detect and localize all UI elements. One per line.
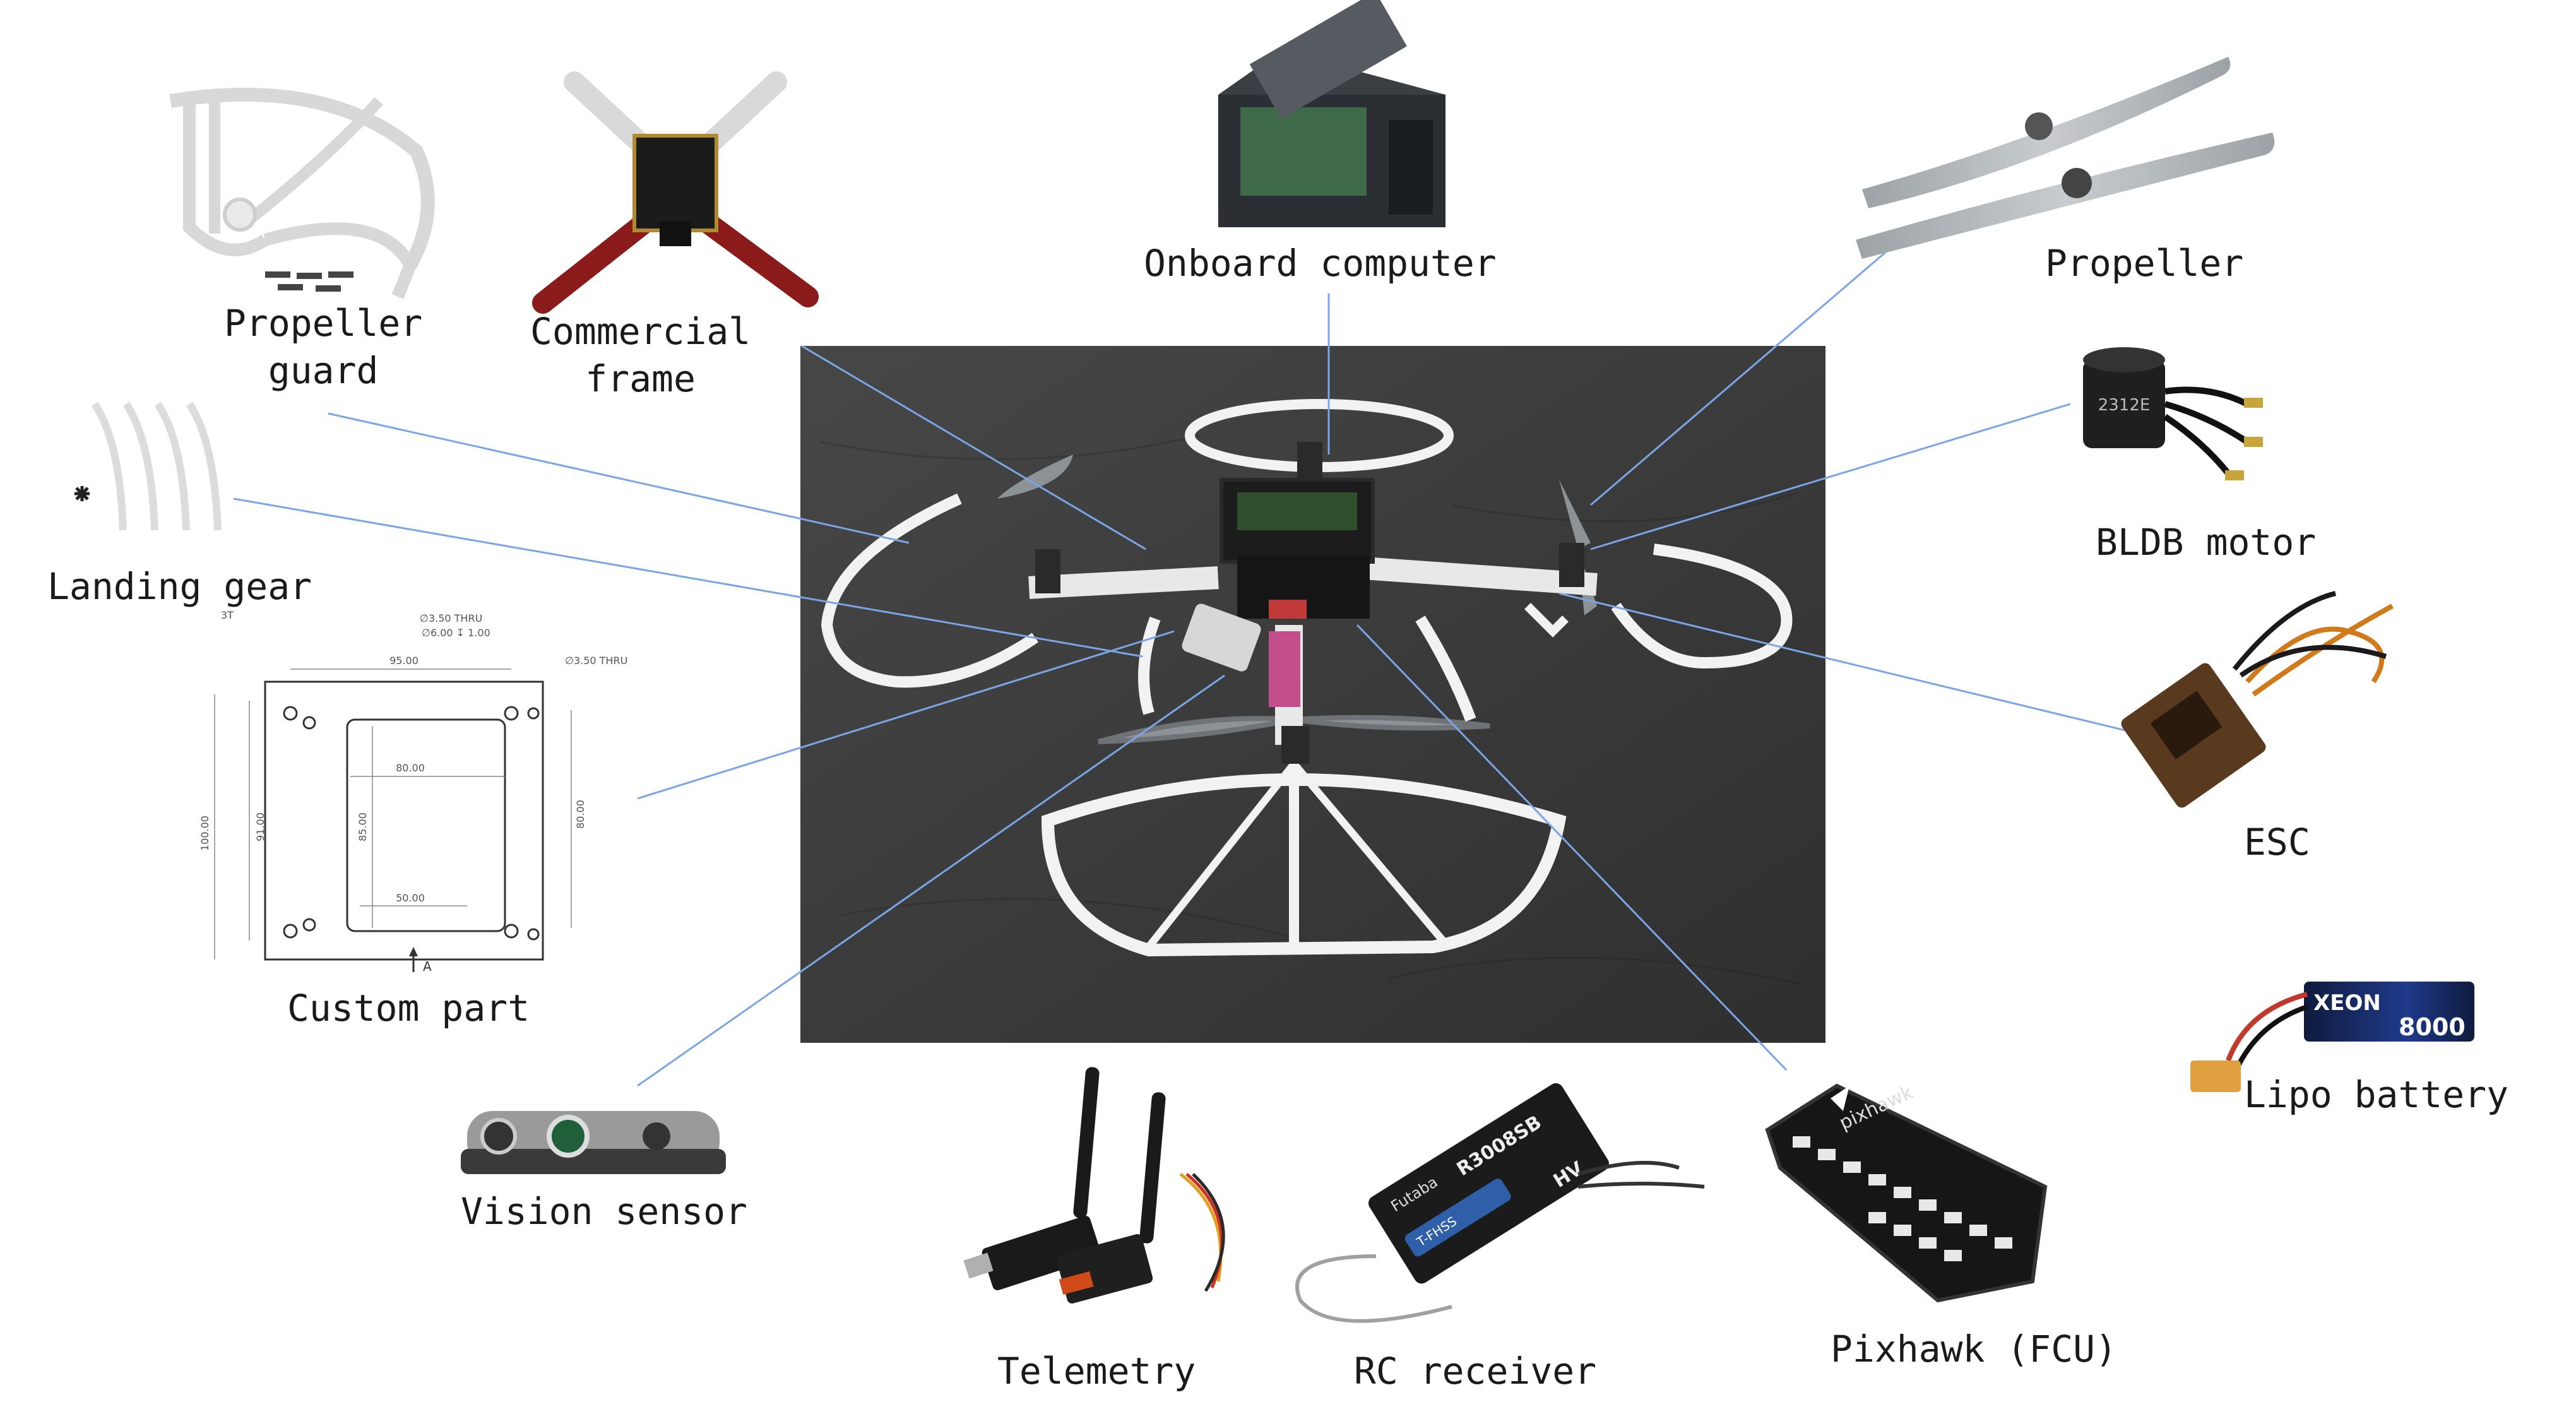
label-vision-sensor: Vision sensor [461,1190,747,1233]
drawing-hole-note-3: ∅3.50 THRU [565,655,627,667]
drawing-title-mark: 3T [221,609,234,621]
drawing-dim-80-top: 80.00 [396,762,425,774]
label-landing-gear: Landing gear [47,565,312,608]
drawing-hole-note-1: ∅3.50 THRU [420,612,482,624]
label-commercial-frame-line-1: Commercial [530,310,751,353]
label-telemetry: Telemetry [997,1350,1196,1393]
propeller-image [1856,57,2275,259]
bldc-motor-image: 2312E [2083,347,2263,480]
battery-capacity-text: 8000 [2399,1013,2466,1041]
drawing-dim-91: 91.00 [254,812,266,841]
label-propeller-guard-line-1: Propeller [224,302,423,345]
drawing-hole-note-2: ∅6.00 ↧ 1.00 [422,627,490,639]
lipo-battery-image: XEON 8000 [2190,982,2474,1092]
label-propeller-guard-line-2: guard [268,349,379,393]
label-lipo-battery: Lipo battery [2244,1073,2509,1116]
drawing-dim-95: 95.00 [389,655,418,667]
pixhawk-image: pixhawk [1765,1081,2048,1303]
drone-photo [800,346,1825,1043]
drawing-dim-80-right: 80.00 [574,800,586,829]
esc-image [2121,591,2394,808]
onboard-computer-image [1218,0,1445,227]
custom-part-drawing: 3T 95.00 80.00 85.00 50.00 91.00 100.00 … [199,609,627,974]
commercial-frame-image [532,71,819,314]
drawing-dim-100: 100.00 [199,816,211,851]
leader-lines [233,239,2147,1087]
label-commercial-frame-line-2: frame [585,357,696,401]
label-pixhawk: Pixhawk (FCU) [1831,1328,2117,1370]
vision-sensor-image [461,1111,726,1174]
drawing-dim-85: 85.00 [357,812,369,841]
label-rc-receiver: RC receiver [1354,1350,1597,1393]
label-propeller: Propeller [2045,242,2244,285]
label-bldc-motor: BLDB motor [2096,521,2317,564]
landing-gear-image [74,401,222,531]
battery-brand-text: XEON [2313,990,2381,1016]
label-propeller-guard: Propeller guard [224,300,422,395]
telemetry-image [963,1067,1225,1304]
rc-receiver-image: Futaba R3008SB T-FHSS HV [1295,1083,1705,1323]
label-onboard-computer: Onboard computer [1144,242,1497,285]
drawing-dim-50: 50.00 [396,892,425,904]
label-esc: ESC [2244,821,2310,864]
label-commercial-frame: Commercial frame [530,308,751,403]
label-custom-part: Custom part [287,987,530,1030]
motor-marking-text: 2312E [2098,396,2151,415]
drawing-view-marker: A [423,959,432,974]
propeller-guard-image [169,88,435,299]
